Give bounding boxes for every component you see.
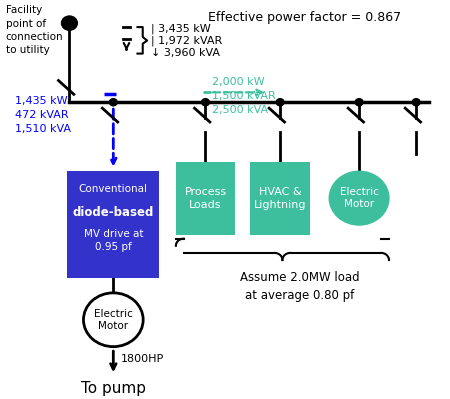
Text: To pump: To pump xyxy=(81,381,146,396)
Text: MV drive at
0.95 pf: MV drive at 0.95 pf xyxy=(84,229,143,252)
Circle shape xyxy=(202,99,209,106)
Text: Conventional: Conventional xyxy=(79,184,148,194)
Text: Electric
Motor: Electric Motor xyxy=(94,308,133,331)
Circle shape xyxy=(109,99,117,106)
Circle shape xyxy=(412,99,420,106)
Text: HVAC &
Lightning: HVAC & Lightning xyxy=(254,187,306,210)
Circle shape xyxy=(276,99,284,106)
Text: Facility
point of
connection
to utility: Facility point of connection to utility xyxy=(6,5,63,55)
Circle shape xyxy=(62,16,77,30)
Text: 1800HP: 1800HP xyxy=(121,354,164,364)
FancyBboxPatch shape xyxy=(176,162,235,235)
Text: 1,435 kW
472 kVAR
1,510 kVA: 1,435 kW 472 kVAR 1,510 kVA xyxy=(14,96,71,134)
FancyBboxPatch shape xyxy=(67,172,159,278)
Text: Effective power factor = 0.867: Effective power factor = 0.867 xyxy=(208,11,401,24)
Text: Electric
Motor: Electric Motor xyxy=(340,187,378,209)
Text: | 3,435 kW: | 3,435 kW xyxy=(151,23,211,34)
FancyBboxPatch shape xyxy=(251,162,310,235)
Text: ↓ 3,960 kVA: ↓ 3,960 kVA xyxy=(151,48,220,58)
Text: diode-based: diode-based xyxy=(72,206,154,219)
Circle shape xyxy=(83,293,143,347)
Text: Process
Loads: Process Loads xyxy=(184,187,226,210)
Text: 2,000 kW
1,500 kVAR
2,500 kVA: 2,000 kW 1,500 kVAR 2,500 kVA xyxy=(212,77,276,115)
Circle shape xyxy=(329,171,389,225)
Circle shape xyxy=(355,99,363,106)
Text: Assume 2.0MW load
at average 0.80 pf: Assume 2.0MW load at average 0.80 pf xyxy=(240,271,360,302)
Text: | 1,972 kVAR: | 1,972 kVAR xyxy=(151,35,222,45)
